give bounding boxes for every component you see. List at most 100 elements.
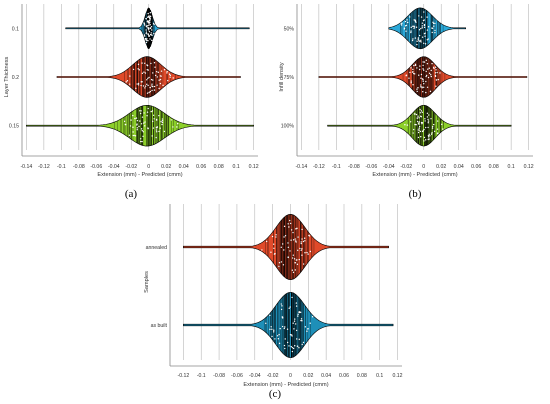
data-point — [423, 69, 425, 71]
data-point — [299, 311, 302, 314]
x-tick-label: -0.1 — [197, 373, 206, 379]
data-point — [144, 24, 146, 26]
x-tick-label: 0.02 — [303, 373, 313, 379]
data-point — [152, 72, 154, 74]
data-point — [130, 119, 132, 121]
data-point — [280, 303, 282, 305]
data-point — [412, 132, 414, 134]
data-point — [147, 40, 149, 42]
data-point — [265, 322, 267, 325]
data-point — [280, 308, 283, 311]
data-point — [293, 328, 295, 330]
data-point — [425, 59, 427, 62]
data-point — [426, 116, 429, 118]
data-point — [428, 136, 430, 138]
chart-panel-b: -0.14 -0.12 -0.1 -0.08 -0.06 -0.04 -0.02 0 0.02 0… — [275, 0, 550, 190]
data-point — [417, 37, 419, 39]
caption-a: (a) — [124, 188, 138, 200]
data-point — [424, 35, 426, 37]
data-point — [143, 122, 145, 124]
data-point — [124, 123, 127, 126]
data-point — [301, 238, 303, 240]
data-point — [430, 133, 433, 135]
data-point — [430, 73, 432, 76]
data-point — [150, 26, 153, 28]
data-point — [422, 90, 424, 93]
data-point — [287, 246, 289, 249]
data-point — [419, 40, 421, 43]
data-point — [146, 83, 148, 86]
category-label: 50% — [284, 26, 295, 32]
data-point — [294, 240, 297, 242]
data-point — [410, 30, 412, 32]
data-point — [298, 347, 300, 349]
x-tick-label: 0.04 — [179, 164, 189, 170]
data-point — [288, 226, 290, 228]
data-point — [422, 80, 424, 82]
data-point — [290, 229, 293, 231]
data-point — [129, 125, 132, 127]
data-point — [143, 71, 145, 73]
data-point — [298, 311, 300, 313]
data-point — [427, 134, 430, 137]
data-point — [409, 71, 411, 74]
data-point — [423, 42, 425, 45]
data-point — [298, 258, 300, 261]
caption-c: (c) — [268, 388, 282, 400]
data-point — [433, 67, 435, 70]
data-point — [146, 111, 149, 113]
data-point — [308, 235, 311, 237]
data-point — [413, 128, 415, 131]
data-point — [418, 125, 421, 128]
data-point — [421, 36, 424, 38]
x-tick-label: -0.04 — [383, 164, 395, 170]
data-point — [280, 246, 282, 248]
data-point — [291, 350, 294, 353]
data-point — [142, 131, 145, 133]
data-point — [423, 24, 426, 27]
data-point — [292, 347, 295, 350]
data-point — [418, 29, 421, 31]
data-point — [151, 89, 153, 92]
data-point — [425, 80, 427, 83]
data-point — [291, 335, 293, 337]
data-point — [426, 29, 429, 31]
data-point — [148, 91, 150, 94]
data-point — [276, 335, 279, 337]
data-point — [423, 128, 425, 131]
data-point — [304, 240, 306, 242]
data-point — [427, 68, 429, 70]
data-point — [423, 26, 426, 29]
data-point — [156, 76, 158, 78]
data-point — [414, 37, 417, 39]
data-point — [416, 117, 418, 119]
x-tick-label: 0 — [422, 164, 425, 170]
data-point — [281, 305, 283, 307]
data-point — [269, 328, 271, 331]
data-point — [404, 25, 407, 27]
data-point — [424, 120, 426, 122]
data-point — [128, 83, 131, 85]
data-point — [147, 33, 149, 35]
data-point — [423, 86, 425, 88]
data-point — [289, 250, 291, 252]
data-point — [149, 24, 151, 26]
data-point — [141, 72, 144, 75]
data-point — [300, 241, 302, 243]
data-point — [265, 240, 268, 243]
data-point — [140, 81, 142, 83]
data-point — [161, 120, 164, 122]
data-point — [289, 219, 291, 222]
data-point — [421, 25, 424, 27]
x-tick-label: 0.1 — [233, 164, 240, 170]
data-point — [126, 80, 129, 82]
data-point — [427, 38, 429, 40]
data-point — [300, 242, 302, 245]
data-point — [150, 110, 152, 113]
data-point — [425, 74, 428, 77]
data-point — [431, 125, 434, 128]
data-point — [151, 135, 153, 137]
data-point — [141, 62, 143, 64]
data-point — [283, 249, 285, 251]
data-point — [292, 322, 294, 324]
